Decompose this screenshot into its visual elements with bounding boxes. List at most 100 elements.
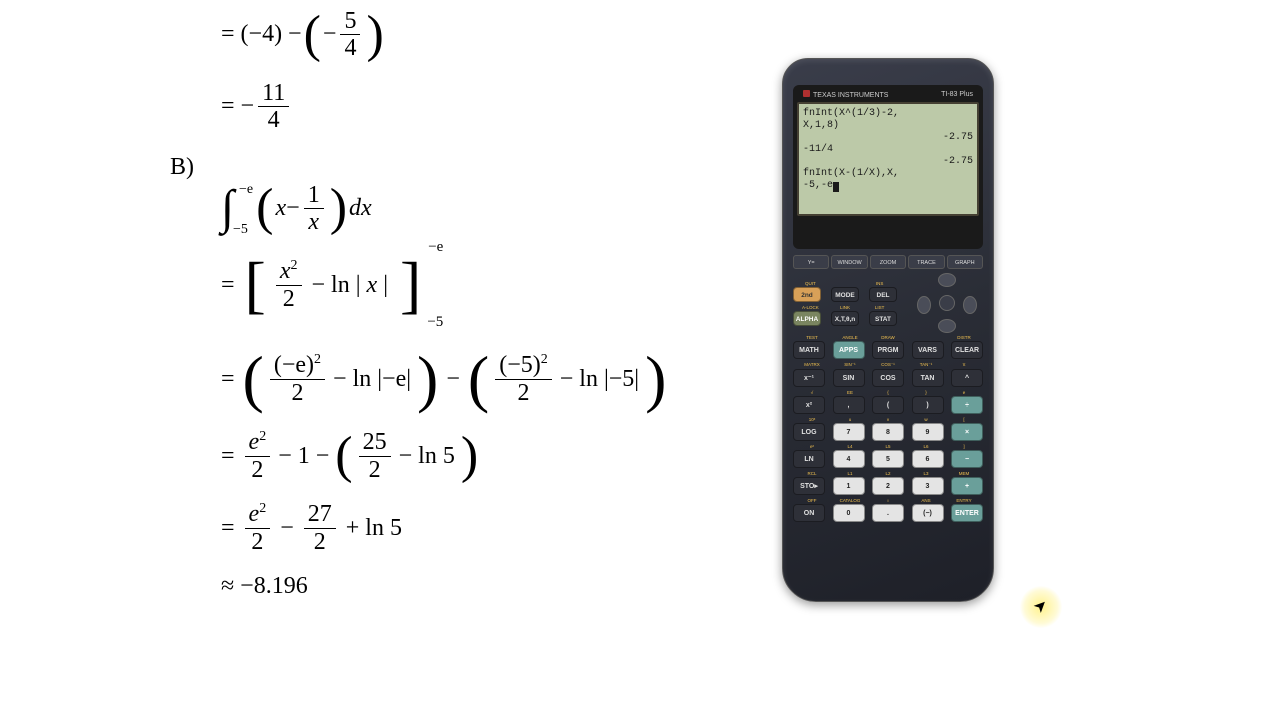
brand-bar: TEXAS INSTRUMENTS TI-83 Plus [797, 89, 979, 102]
upper-bound: −e [239, 182, 253, 198]
dx: dx [349, 195, 372, 222]
simplify-line-2: = e2 2 − 27 2 + ln 5 [221, 501, 735, 555]
eq-line-2: = − 11 4 [221, 80, 735, 134]
key-row: MATH APPS PRGM VARS CLEAR [793, 341, 983, 359]
cursor-highlight [1020, 586, 1062, 628]
key-labels-row: √EE{}e [793, 390, 983, 395]
key-row: x⁻¹ SIN COS TAN ^ [793, 369, 983, 387]
left-paren: ( [335, 430, 352, 482]
key-[interactable]: ) [912, 396, 944, 414]
key-row: ON 0. (−) ENTER [793, 504, 983, 522]
lower-bound: −5 [233, 222, 248, 238]
key-x[interactable]: x⁻¹ [793, 369, 825, 387]
key-row: x², () ÷ [793, 396, 983, 414]
key-del[interactable]: DEL [869, 287, 897, 302]
calculator-screen: fnInt(X^(1/3)-2,X,1,8)-2.75-11/4-2.75fnI… [797, 102, 979, 216]
key-cos[interactable]: COS [872, 369, 904, 387]
key-[interactable]: , [833, 396, 865, 414]
key-enter[interactable]: ENTER [951, 504, 983, 522]
key-0[interactable]: 0 [833, 504, 865, 522]
upper-bound: −e [428, 239, 443, 256]
key-prgm[interactable]: PRGM [872, 341, 904, 359]
key-x[interactable]: x² [793, 396, 825, 414]
key-sto[interactable]: STO▸ [793, 477, 825, 495]
key-8[interactable]: 8 [872, 423, 904, 441]
brand-left: TEXAS INSTRUMENTS [803, 90, 888, 99]
denominator: 4 [264, 107, 284, 133]
key-3[interactable]: 3 [912, 477, 944, 495]
denominator: x [304, 209, 323, 235]
key-ln[interactable]: LN [793, 450, 825, 468]
key-6[interactable]: 6 [912, 450, 944, 468]
menu-key-row: Y=WINDOWZOOMTRACEGRAPH [793, 255, 983, 269]
calculator-face: TEXAS INSTRUMENTS TI-83 Plus fnInt(X^(1/… [793, 85, 983, 249]
key-tan[interactable]: TAN [912, 369, 944, 387]
key-[interactable]: − [951, 450, 983, 468]
key-[interactable]: × [951, 423, 983, 441]
key-stat[interactable]: STAT [869, 311, 897, 326]
left-paren: ( [468, 347, 489, 411]
key-1[interactable]: 1 [833, 477, 865, 495]
menu-key-y[interactable]: Y= [793, 255, 829, 269]
denominator: 4 [340, 35, 360, 61]
menu-key-zoom[interactable]: ZOOM [870, 255, 906, 269]
denominator: 2 [365, 457, 385, 483]
right-paren: ) [417, 347, 438, 411]
minus: − [286, 195, 300, 222]
key-labels-row: TESTANGLEDRAWDISTR [793, 335, 983, 340]
key-math[interactable]: MATH [793, 341, 825, 359]
key-2nd[interactable]: 2nd [793, 287, 821, 302]
eq-sign: = [221, 515, 235, 542]
key-log[interactable]: LOG [793, 423, 825, 441]
key-on[interactable]: ON [793, 504, 825, 522]
numerator: 1 [304, 182, 324, 209]
denominator: 2 [287, 380, 307, 406]
key-[interactable]: + [951, 477, 983, 495]
right-paren: ) [645, 347, 666, 411]
key-2[interactable]: 2 [872, 477, 904, 495]
section-label: B) [170, 154, 194, 181]
fraction: 1 x [304, 182, 324, 236]
key-5[interactable]: 5 [872, 450, 904, 468]
key-mode[interactable]: MODE [831, 287, 859, 302]
key-[interactable]: . [872, 504, 904, 522]
antiderivative-line: = [ x2 2 − ln | x | ] −e −5 [221, 253, 735, 317]
ln-term: − ln |−e| [333, 366, 411, 393]
key-apps[interactable]: APPS [833, 341, 865, 359]
key-4[interactable]: 4 [833, 450, 865, 468]
menu-key-trace[interactable]: TRACE [908, 255, 944, 269]
menu-key-window[interactable]: WINDOW [831, 255, 867, 269]
key-9[interactable]: 9 [912, 423, 944, 441]
ln-term: + ln 5 [346, 515, 402, 542]
approx-value: ≈ −8.196 [221, 573, 308, 600]
fraction: e2 2 [245, 501, 271, 555]
key-[interactable]: ÷ [951, 396, 983, 414]
ln-term: − ln 5 [399, 443, 455, 470]
left-paren: ( [256, 182, 273, 234]
key-clear[interactable]: CLEAR [951, 341, 983, 359]
right-paren: ) [330, 182, 347, 234]
key-labels-row: QUITINS [793, 281, 897, 286]
key-row: STO▸ 123 + [793, 477, 983, 495]
key-[interactable]: ^ [951, 369, 983, 387]
numerator: (−5)2 [495, 352, 552, 379]
calculator-body: TEXAS INSTRUMENTS TI-83 Plus fnInt(X^(1/… [782, 58, 994, 602]
left-bracket: [ [245, 253, 266, 317]
fraction: (−5)2 2 [495, 352, 552, 406]
key-row: 2nd MODE DEL [793, 287, 897, 302]
menu-key-graph[interactable]: GRAPH [947, 255, 983, 269]
key-[interactable]: (−) [912, 504, 944, 522]
ln-term: − ln | x | [312, 272, 388, 299]
key-[interactable]: ( [872, 396, 904, 414]
fraction: e2 2 [245, 429, 271, 483]
numerator: 11 [258, 80, 289, 107]
denominator: 2 [247, 529, 267, 555]
key-alpha[interactable]: ALPHA [793, 311, 821, 326]
minus: − [280, 515, 294, 542]
denominator: 2 [279, 286, 299, 312]
key-7[interactable]: 7 [833, 423, 865, 441]
math-content: = (−4) − ( − 5 4 ) = − 11 4 B) ∫ −e −5 (… [175, 0, 735, 618]
key-xtn[interactable]: X,T,θ,n [831, 311, 859, 326]
key-sin[interactable]: SIN [833, 369, 865, 387]
key-vars[interactable]: VARS [912, 341, 944, 359]
